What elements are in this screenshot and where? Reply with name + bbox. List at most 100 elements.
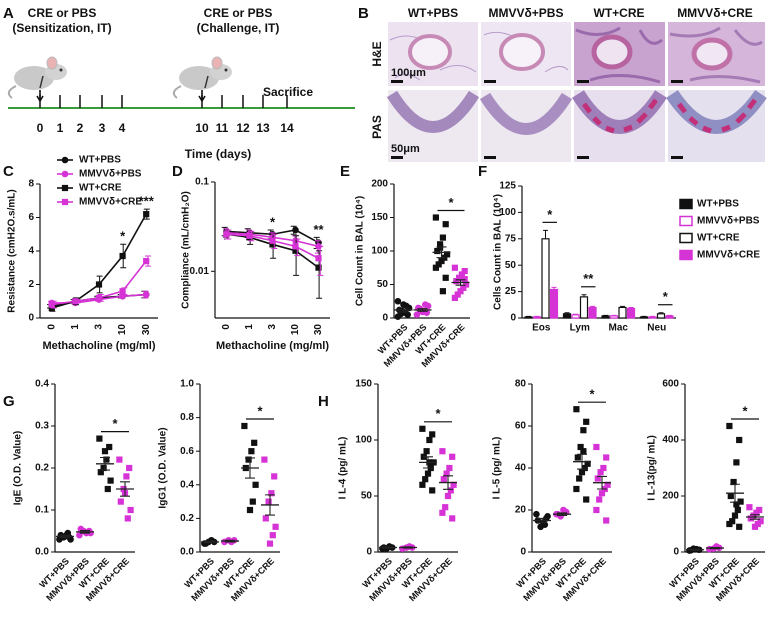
sem-bar	[205, 540, 215, 544]
data-point	[453, 278, 460, 285]
day-label: 1	[57, 121, 64, 135]
data-point	[422, 476, 429, 483]
legend-label: MMVVδ+CRE	[697, 250, 760, 261]
y-tick-label: 75	[505, 233, 517, 244]
data-point	[117, 498, 124, 505]
scale-bar	[391, 80, 683, 159]
y-tick-label: 4	[28, 246, 34, 257]
data-point	[439, 288, 446, 295]
data-point	[315, 264, 322, 271]
data-point	[419, 481, 426, 488]
data-point	[439, 234, 446, 241]
legend-label: MMVVδ+PBS	[79, 169, 142, 180]
error-bar	[573, 313, 578, 315]
significance-label: *	[663, 289, 669, 304]
bar	[601, 315, 610, 319]
data-point	[72, 298, 79, 305]
data-point	[593, 443, 600, 451]
bar	[639, 316, 649, 319]
row-label: PAS	[370, 115, 384, 139]
y-tick-label: 0	[510, 313, 516, 324]
bar	[618, 306, 627, 319]
significance-label: *	[112, 416, 118, 431]
data-point	[419, 425, 426, 432]
y-tick-label: 0.1	[195, 177, 209, 188]
bar	[588, 306, 597, 319]
y-tick-label: 40	[515, 463, 527, 474]
he-image	[388, 22, 765, 86]
significance-label: **	[313, 222, 324, 237]
data-point	[101, 448, 109, 455]
data-point	[261, 456, 268, 463]
data-point	[603, 454, 610, 461]
y-tick-label: 0.1	[35, 505, 49, 516]
sem-bar	[730, 483, 740, 503]
data-point	[423, 448, 430, 455]
data-point	[424, 470, 432, 477]
y-tick-label: 50	[505, 260, 517, 271]
data-point	[271, 473, 278, 480]
data-point	[736, 436, 743, 444]
data-point	[249, 498, 256, 505]
data-point	[127, 506, 134, 514]
sem-bar	[436, 246, 447, 259]
y-tick-label: 400	[662, 435, 679, 446]
x-tick-label: 10	[117, 324, 128, 336]
data-point	[104, 485, 111, 493]
data-point	[394, 297, 402, 305]
y-tick-label: 0.4	[35, 379, 49, 390]
data-point	[432, 264, 439, 271]
data-point	[449, 453, 456, 460]
data-point	[262, 515, 269, 522]
data-point	[580, 448, 587, 455]
legend-marker	[61, 184, 69, 192]
panel-letter: F	[478, 163, 487, 180]
bar	[579, 296, 589, 319]
data-point	[580, 427, 587, 434]
significance-label: *	[589, 387, 595, 402]
data-point	[95, 294, 103, 301]
error-bar	[611, 314, 617, 316]
sem-bar	[690, 548, 700, 551]
y-tick-label: 100	[371, 246, 388, 257]
y-tick-label: 0.4	[180, 479, 194, 490]
y-tick-label: 50	[361, 491, 373, 502]
data-point	[268, 490, 275, 497]
data-point	[400, 301, 407, 308]
y-tick-label: 25	[505, 286, 517, 297]
data-point	[241, 422, 248, 430]
sem-bar	[750, 514, 760, 520]
data-point	[449, 515, 456, 522]
data-point	[461, 276, 468, 283]
sem-bar	[455, 279, 466, 286]
y-tick-label: 6	[28, 212, 34, 223]
data-point	[223, 231, 230, 238]
sem-bar	[225, 539, 235, 543]
data-point	[451, 294, 458, 301]
sacrifice-label: Sacrifice	[263, 85, 313, 99]
data-point	[123, 473, 130, 480]
error-bar	[551, 286, 557, 290]
data-point	[442, 504, 449, 511]
legend-swatch	[679, 198, 693, 210]
x-axis-label: Methacholine (mg/ml)	[42, 340, 155, 352]
data-point	[439, 509, 446, 516]
y-tick-label: 125	[499, 181, 516, 192]
error-bar	[628, 306, 634, 309]
bar	[656, 313, 666, 319]
data-point	[245, 456, 252, 463]
sem-bar	[100, 456, 110, 471]
data-point	[598, 490, 606, 497]
sem-bar	[245, 457, 255, 479]
data-point	[272, 523, 279, 530]
data-point	[422, 301, 429, 308]
y-tick-label: 50	[377, 279, 389, 290]
day-label: 10	[195, 121, 209, 135]
data-point	[747, 515, 754, 522]
data-point	[544, 513, 551, 520]
data-point	[315, 255, 322, 262]
data-point	[119, 288, 126, 295]
y-tick-label: 20	[515, 505, 527, 516]
data-point	[447, 487, 454, 494]
sem-bar	[120, 481, 130, 497]
